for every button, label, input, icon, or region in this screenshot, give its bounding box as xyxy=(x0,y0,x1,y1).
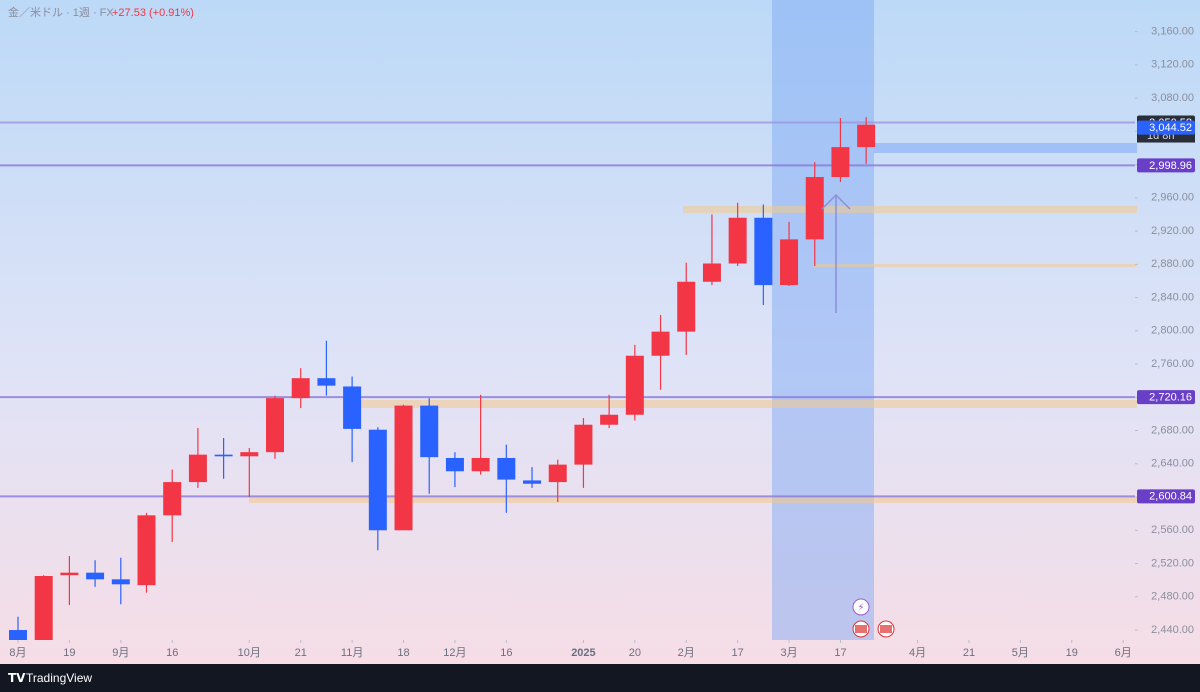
highlight-band xyxy=(772,0,874,640)
candle-body xyxy=(677,281,696,332)
y-tick-label: 2,440.00 xyxy=(1151,624,1194,636)
price-change: +27.53 (+0.91%) xyxy=(112,7,194,19)
candle-body xyxy=(188,454,207,483)
x-tick-label: 8月 xyxy=(9,647,26,659)
candle-body xyxy=(8,630,27,640)
candle-body xyxy=(728,217,747,264)
candle-body xyxy=(163,482,182,516)
candle-body xyxy=(214,454,233,457)
candle-body xyxy=(317,378,336,386)
candle-body xyxy=(471,457,490,472)
x-tick-label: 5月 xyxy=(1012,647,1029,659)
background xyxy=(0,0,1200,664)
candle-body xyxy=(831,147,850,178)
x-tick-label: 19 xyxy=(1066,647,1078,659)
x-tick-label: 2025 xyxy=(571,647,595,659)
x-tick-label: 18 xyxy=(397,647,409,659)
brand[interactable]: TradingView xyxy=(26,671,92,685)
candle-body xyxy=(497,457,516,480)
zone xyxy=(683,206,1137,213)
y-tick-label: 2,520.00 xyxy=(1151,557,1194,569)
price-label-box xyxy=(1137,489,1195,504)
price-label: 2,600.84 xyxy=(1149,491,1192,503)
price-label-box xyxy=(1137,120,1195,135)
candle-body xyxy=(394,405,413,531)
svg-text:⚡: ⚡ xyxy=(857,603,864,614)
price-lines xyxy=(0,121,1135,498)
x-tick-label: 10月 xyxy=(238,647,261,659)
x-tick-label: 19 xyxy=(63,647,75,659)
y-tick-label: 2,920.00 xyxy=(1151,225,1194,237)
zone xyxy=(360,400,1137,408)
y-tick-label: 2,560.00 xyxy=(1151,524,1194,536)
y-tick-label: 2,880.00 xyxy=(1151,258,1194,270)
candle-body xyxy=(420,405,439,458)
candle-body xyxy=(291,378,310,399)
y-tick-label: 3,120.00 xyxy=(1151,59,1194,71)
y-tick-label: 2,760.00 xyxy=(1151,358,1194,370)
price-label: 3,044.52 xyxy=(1149,122,1192,134)
candle-body xyxy=(625,355,644,415)
symbol-title: 金／米ドル · 1週 · FX xyxy=(8,5,114,19)
y-tick-label: 3,080.00 xyxy=(1151,92,1194,104)
x-tick-label: 16 xyxy=(166,647,178,659)
logo: 𝗧𝗩 xyxy=(8,671,26,685)
candle-body xyxy=(548,464,567,483)
arrow xyxy=(821,193,851,313)
price-labels: 3,050.581d 8h3,044.522,998.962,720.162,6… xyxy=(1137,115,1195,504)
price-label-box xyxy=(1137,158,1195,173)
footer xyxy=(0,664,1200,692)
x-tick-label: 21 xyxy=(963,647,975,659)
candle-body xyxy=(343,386,362,429)
candle-body xyxy=(754,217,773,286)
candle-body xyxy=(600,414,619,425)
y-tick-label: 2,800.00 xyxy=(1151,325,1194,337)
candle-body xyxy=(651,331,670,356)
x-tick-label: 21 xyxy=(295,647,307,659)
x-tick-label: 20 xyxy=(629,647,641,659)
x-tick-label: 9月 xyxy=(112,647,129,659)
zones xyxy=(249,0,1137,640)
candle-body xyxy=(368,429,387,531)
candle-body xyxy=(34,576,53,640)
price-label-box xyxy=(1137,390,1195,405)
price-label: 2,720.16 xyxy=(1149,392,1192,404)
candle-body xyxy=(266,398,285,453)
candle-body xyxy=(574,424,593,465)
candle-body xyxy=(805,177,824,240)
price-label: 2,998.96 xyxy=(1149,160,1192,172)
y-tick-label: 3,160.00 xyxy=(1151,25,1194,37)
zone xyxy=(874,143,1137,153)
candle-body xyxy=(780,239,799,286)
x-tick-label: 11月 xyxy=(341,647,363,659)
y-tick-label: 2,960.00 xyxy=(1151,192,1194,204)
zone xyxy=(813,264,1137,267)
x-tick-label: 4月 xyxy=(909,647,926,659)
x-tick-label: 17 xyxy=(834,647,846,659)
x-tick-label: 2月 xyxy=(678,647,695,659)
x-tick-label: 3月 xyxy=(780,647,797,659)
candle-body xyxy=(523,480,542,484)
candle-body xyxy=(445,457,464,472)
x-tick-label: 16 xyxy=(500,647,512,659)
x-tick-label: 12月 xyxy=(443,647,466,659)
event-icons: ⚡ xyxy=(852,598,895,638)
y-tick-label: 2,640.00 xyxy=(1151,458,1194,470)
y-tick-label: 2,480.00 xyxy=(1151,591,1194,603)
candle-body xyxy=(111,579,130,585)
candle-body xyxy=(240,452,259,457)
candle-body xyxy=(857,124,876,148)
y-tick-label: 2,840.00 xyxy=(1151,291,1194,303)
y-tick-label: 2,680.00 xyxy=(1151,424,1194,436)
candle-body xyxy=(86,572,105,580)
candle-body xyxy=(702,263,721,282)
x-tick-label: 6月 xyxy=(1115,647,1132,659)
event-icon[interactable] xyxy=(852,598,870,616)
candles xyxy=(8,117,876,640)
candle-body xyxy=(60,572,79,576)
zone xyxy=(249,497,1137,503)
x-tick-label: 17 xyxy=(732,647,744,659)
candle-body xyxy=(137,515,156,586)
